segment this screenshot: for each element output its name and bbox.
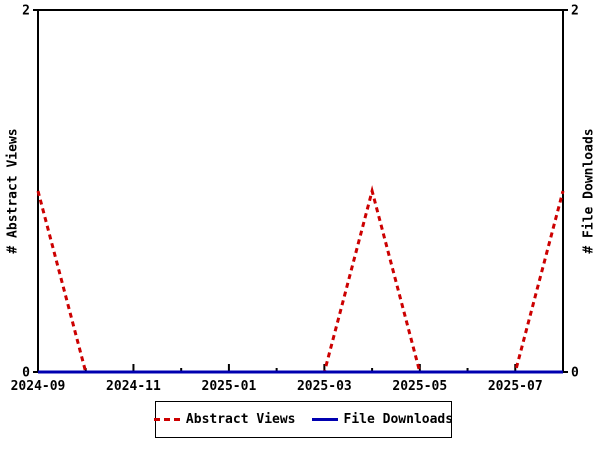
- y-tick-label-left: 0: [22, 366, 30, 381]
- legend: Abstract Views File Downloads: [153, 401, 454, 438]
- legend-label-abstract-views: Abstract Views: [185, 412, 296, 427]
- plot-border: [37, 9, 564, 373]
- y-tick-label-right: 2: [571, 4, 579, 19]
- y-axis-label-right: # File Downloads: [581, 128, 597, 254]
- x-tick-label: 2025-05: [392, 379, 447, 394]
- y-tick-label-right: 0: [571, 366, 579, 381]
- x-tick-label: 2025-01: [202, 379, 257, 394]
- legend-line-sample-abstract-views: [153, 418, 180, 421]
- legend-entry-file-downloads: File Downloads: [311, 412, 454, 427]
- legend-entry-abstract-views: Abstract Views: [153, 412, 296, 427]
- y-tick-label-left: 2: [22, 4, 30, 19]
- x-tick-label: 2025-07: [488, 379, 543, 394]
- y-axis-label-left: # Abstract Views: [5, 128, 21, 254]
- x-tick-label: 2024-09: [11, 379, 66, 394]
- x-tick-label: 2025-03: [297, 379, 352, 394]
- legend-line-sample-file-downloads: [311, 418, 338, 421]
- legend-label-file-downloads: File Downloads: [343, 412, 454, 427]
- x-tick-label: 2024-11: [106, 379, 161, 394]
- series-line-abstract-views: [36, 185, 565, 374]
